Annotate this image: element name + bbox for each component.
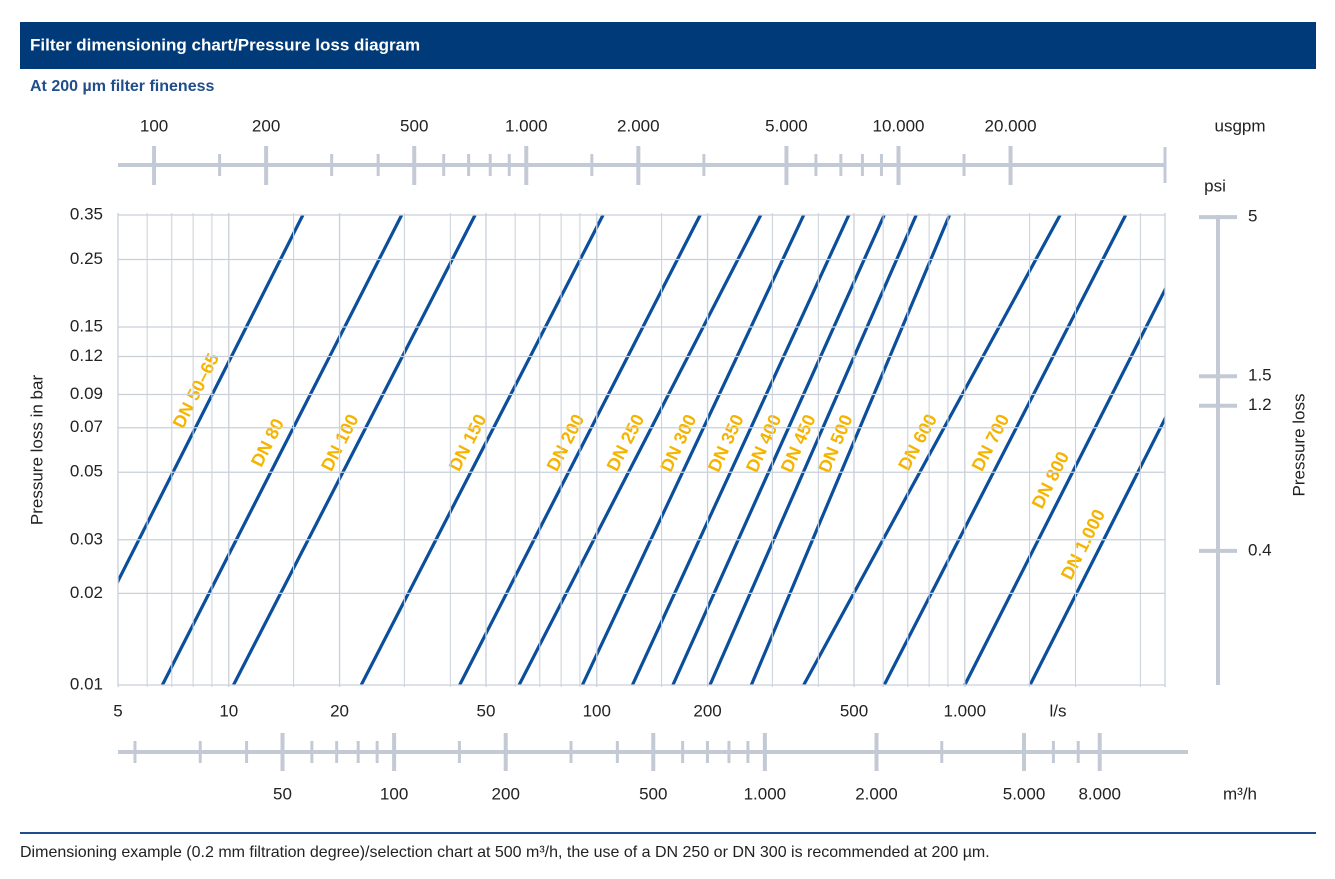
line-label: DN 600 [894, 411, 941, 474]
x-tick-label: 50 [477, 701, 496, 720]
pressure-line [671, 214, 886, 686]
x2-tick-label: 1.000 [505, 116, 548, 135]
y-tick-label: 0.12 [70, 346, 103, 365]
x2-axis-label: usgpm [1214, 116, 1265, 135]
pressure-line [708, 214, 918, 686]
x3-tick-label: 100 [380, 784, 408, 803]
line-label: DN 250 [603, 411, 649, 474]
header-bar [20, 22, 1316, 69]
x-tick-label: 20 [330, 701, 349, 720]
x3-tick-label: 2.000 [855, 784, 898, 803]
y2-tick-label: 5 [1248, 207, 1257, 226]
x3-tick-label: 5.000 [1003, 784, 1046, 803]
x2-tick-label: 100 [140, 116, 168, 135]
pressure-line [630, 214, 851, 686]
y-tick-label: 0.07 [70, 417, 103, 436]
x-tick-label: 100 [583, 701, 611, 720]
line-label: DN 300 [656, 411, 700, 475]
y-tick-label: 0.02 [70, 583, 103, 602]
y2-axis-label: Pressure loss [1289, 394, 1308, 497]
y2-tick-label: 1.5 [1248, 366, 1272, 385]
chart-title: Filter dimensioning chart/Pressure loss … [30, 35, 420, 54]
x2-tick-label: 200 [252, 116, 280, 135]
x2-tick-label: 5.000 [765, 116, 808, 135]
y-tick-label: 0.25 [70, 249, 103, 268]
lines [118, 214, 1165, 686]
line-label: DN 200 [543, 411, 589, 474]
y-axis-label: Pressure loss in bar [27, 375, 46, 526]
pressure-line [802, 214, 1062, 686]
pressure-line [160, 214, 404, 686]
pressure-line [118, 214, 305, 585]
y2-tick-label: 1.2 [1248, 395, 1272, 414]
x-tick-label: 500 [840, 701, 868, 720]
x2-tick-label: 500 [400, 116, 428, 135]
x3-axis-label: m³/h [1223, 784, 1257, 803]
y-tick-label: 0.01 [70, 674, 103, 693]
y2-tick-label: 0.4 [1248, 540, 1272, 559]
x-tick-label: 1.000 [944, 701, 987, 720]
x2-tick-label: 20.000 [985, 116, 1037, 135]
pressure-line [232, 214, 477, 686]
footnote: Dimensioning example (0.2 mm filtration … [20, 844, 990, 861]
line-label: DN 800 [1028, 448, 1073, 511]
pressure-line [1028, 415, 1165, 686]
y-tick-label: 0.35 [70, 204, 103, 223]
y-tick-label: 0.09 [70, 384, 103, 403]
x-tick-label: 10 [219, 701, 238, 720]
chart-subtitle: At 200 µm filter fineness [30, 78, 214, 95]
y-tick-label: 0.05 [70, 462, 103, 481]
pressure-line [517, 214, 763, 686]
x3-tick-label: 1.000 [744, 784, 787, 803]
x3-tick-label: 500 [639, 784, 667, 803]
x2-tick-label: 2.000 [617, 116, 660, 135]
pressure-line [749, 214, 952, 686]
pressure-line [882, 214, 1128, 686]
line-label: DN 350 [704, 411, 748, 475]
line-label: DN 150 [445, 411, 491, 474]
line-label: DN 700 [968, 411, 1014, 474]
line-label: DN 80 [247, 415, 288, 470]
pressure-line [580, 214, 806, 686]
x3-tick-label: 50 [273, 784, 292, 803]
line-label: DN 500 [814, 412, 856, 476]
y-tick-label: 0.15 [70, 316, 103, 335]
pressure-line [963, 286, 1165, 686]
x-unit: l/s [1050, 701, 1067, 720]
pressure-line [359, 214, 605, 686]
x3-tick-label: 200 [492, 784, 520, 803]
y2-unit: psi [1204, 176, 1226, 195]
x3-tick-label: 8.000 [1078, 784, 1121, 803]
y-tick-label: 0.03 [70, 529, 103, 548]
x2-tick-label: 10.000 [872, 116, 924, 135]
x-tick-label: 5 [113, 701, 122, 720]
x-tick-label: 200 [693, 701, 721, 720]
